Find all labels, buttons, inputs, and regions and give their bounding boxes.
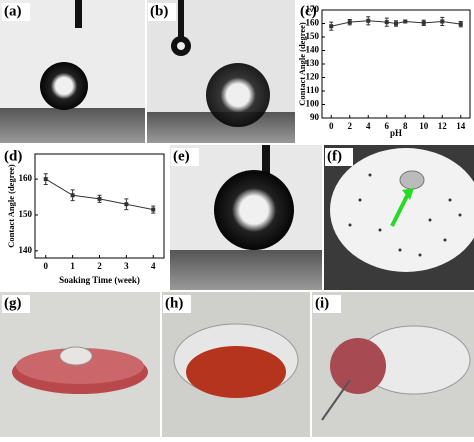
point xyxy=(97,196,102,201)
photo-b xyxy=(147,0,295,143)
y-tick-label: 100 xyxy=(306,99,320,109)
y-tick-label: 160 xyxy=(306,18,320,28)
point xyxy=(329,24,334,29)
y-tick-label: 90 xyxy=(310,112,320,122)
x-tick-label: 8 xyxy=(403,121,408,131)
panel-label-bg xyxy=(163,295,191,313)
panel-label: (b) xyxy=(150,3,168,19)
panel-label: (h) xyxy=(165,295,183,311)
y-tick-label: 150 xyxy=(306,31,320,41)
y-tick-label: 140 xyxy=(19,245,33,255)
panel-label-bg xyxy=(325,148,353,166)
point xyxy=(124,202,129,207)
x-tick-label: 14 xyxy=(456,121,466,131)
panel-label-bg xyxy=(313,295,341,313)
x-tick-label: 2 xyxy=(348,121,353,131)
y-tick-label: 140 xyxy=(306,45,320,55)
panel-label: (e) xyxy=(173,148,190,164)
x-axis-label: Soaking Time (week) xyxy=(59,275,140,285)
y-axis-label: Contact Angle (degree) xyxy=(6,164,16,248)
point xyxy=(70,193,75,198)
x-tick-label: 0 xyxy=(44,261,49,271)
photo-g xyxy=(0,292,160,437)
y-tick-label: 150 xyxy=(19,209,33,219)
point xyxy=(458,22,463,27)
panel-label-bg xyxy=(2,3,30,21)
photo-h xyxy=(162,292,310,437)
point xyxy=(403,19,408,24)
photo-i xyxy=(312,292,474,437)
panel-label-bg xyxy=(2,148,30,166)
point xyxy=(347,20,352,25)
panel-label: (i) xyxy=(315,295,329,311)
panel-label: (g) xyxy=(4,295,22,311)
photo-a xyxy=(0,0,145,143)
panel-label-bg xyxy=(148,3,176,21)
point xyxy=(421,20,426,25)
photo-f xyxy=(324,145,474,290)
point xyxy=(151,207,156,212)
panel-label: (a) xyxy=(4,3,22,19)
panel-label: (c) xyxy=(300,3,317,19)
x-tick-label: 12 xyxy=(438,121,448,131)
x-tick-label: 2 xyxy=(97,261,102,271)
point xyxy=(366,18,371,23)
panel-label: (f) xyxy=(327,148,342,164)
y-tick-label: 170 xyxy=(306,4,320,14)
panel-label-bg xyxy=(2,295,30,313)
x-axis-label: pH xyxy=(390,128,402,138)
x-tick-label: 1 xyxy=(70,261,75,271)
point xyxy=(43,177,48,182)
point xyxy=(394,21,398,26)
y-tick-label: 160 xyxy=(19,173,33,183)
panel-label-bg xyxy=(171,148,199,166)
panel-label-bg xyxy=(298,3,326,21)
x-tick-label: 4 xyxy=(151,261,156,271)
y-axis-label: Contact Angle (degree) xyxy=(297,22,307,106)
x-tick-label: 0 xyxy=(329,121,334,131)
y-tick-label: 130 xyxy=(306,58,320,68)
panel-label: (d) xyxy=(4,148,22,164)
photo-e xyxy=(170,145,322,290)
y-tick-label: 110 xyxy=(306,85,320,95)
panel-labels: (a) (b) (c) (d) (e) (f) (g) (h) (i) xyxy=(2,3,353,313)
y-tick-label: 120 xyxy=(306,72,320,82)
point xyxy=(384,20,389,25)
x-tick-label: 4 xyxy=(366,121,371,131)
point xyxy=(440,19,445,24)
x-tick-label: 3 xyxy=(124,261,129,271)
panel-d xyxy=(0,145,168,290)
x-tick-label: 10 xyxy=(419,121,429,131)
x-tick-label: 6 xyxy=(385,121,390,131)
